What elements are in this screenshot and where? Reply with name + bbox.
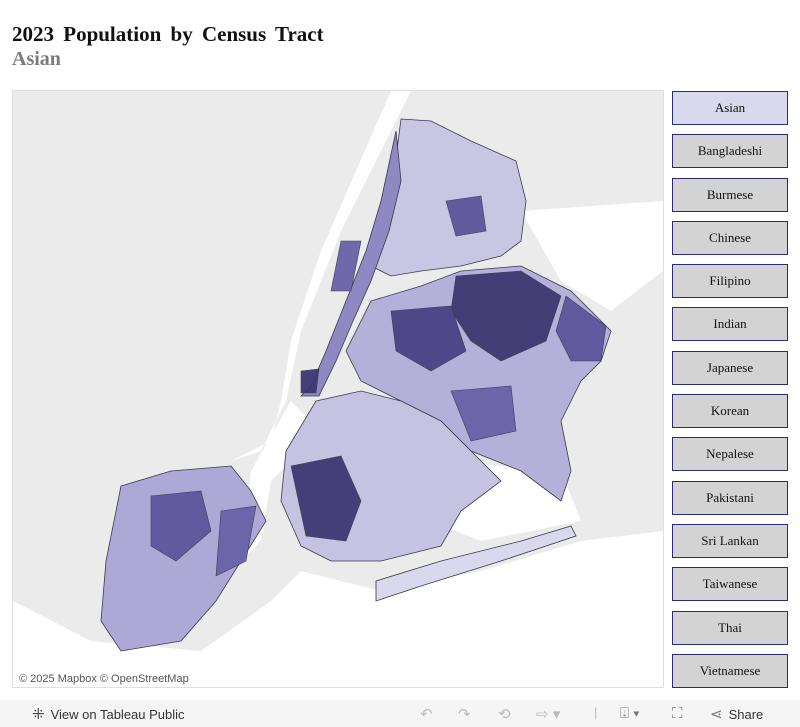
fullscreen-icon[interactable]: ⛶ bbox=[672, 705, 683, 722]
view-on-tableau-button[interactable]: ⁜ View on Tableau Public bbox=[32, 705, 185, 723]
filter-pakistani[interactable]: Pakistani bbox=[672, 480, 788, 515]
download-icon[interactable]: ⍗ ▾ bbox=[620, 705, 640, 722]
tract-cluster-chinatown[interactable] bbox=[300, 368, 320, 394]
new-jersey-land bbox=[13, 91, 421, 521]
filter-nepalese[interactable]: Nepalese bbox=[672, 437, 788, 472]
filter-japanese[interactable]: Japanese bbox=[672, 350, 788, 385]
tract-cluster-staten-east[interactable] bbox=[215, 505, 257, 577]
refresh-icon[interactable]: ⇨ ▾ bbox=[536, 706, 561, 723]
redo-icon[interactable]: ↷ bbox=[458, 706, 471, 723]
atlantic-ocean bbox=[13, 531, 663, 687]
tableau-logo-icon: ⁜ bbox=[32, 706, 45, 723]
filter-sri-lankan[interactable]: Sri Lankan bbox=[672, 523, 788, 558]
filter-burmese[interactable]: Burmese bbox=[672, 177, 788, 212]
tableau-toolbar: ⁜ View on Tableau Public ↶ ↷ ⟲ ⇨ ▾ | ⍗ ▾… bbox=[0, 700, 800, 727]
revert-icon[interactable]: ⟲ bbox=[498, 706, 511, 723]
page-subtitle: Asian bbox=[12, 48, 61, 70]
tract-cluster-harlem[interactable] bbox=[330, 240, 362, 292]
map-canvas[interactable] bbox=[13, 91, 663, 687]
tract-cluster-staten[interactable] bbox=[150, 490, 212, 562]
filter-chinese[interactable]: Chinese bbox=[672, 220, 788, 255]
view-on-tableau-label: View on Tableau Public bbox=[50, 706, 185, 722]
census-tract-map[interactable]: © 2025 Mapbox © OpenStreetMap bbox=[12, 90, 664, 688]
share-button[interactable]: ⋖ Share bbox=[710, 705, 763, 723]
borough-manhattan[interactable] bbox=[300, 130, 402, 397]
filter-asian[interactable]: Asian bbox=[672, 91, 788, 125]
ethnicity-filter-list: Asian Bangladeshi Burmese Chinese Filipi… bbox=[672, 91, 788, 697]
toolbar-divider: | bbox=[594, 705, 598, 720]
filter-indian[interactable]: Indian bbox=[672, 307, 788, 342]
tract-cluster-bayside[interactable] bbox=[555, 295, 607, 362]
tract-cluster-elmhurst[interactable] bbox=[390, 305, 467, 372]
filter-filipino[interactable]: Filipino bbox=[672, 264, 788, 299]
filter-thai[interactable]: Thai bbox=[672, 610, 788, 645]
map-attribution[interactable]: © 2025 Mapbox © OpenStreetMap bbox=[17, 673, 191, 685]
undo-icon[interactable]: ↶ bbox=[420, 706, 433, 723]
filter-bangladeshi[interactable]: Bangladeshi bbox=[672, 134, 788, 169]
filter-korean[interactable]: Korean bbox=[672, 394, 788, 429]
long-island-sound bbox=[521, 201, 663, 311]
hudson-river bbox=[231, 91, 411, 461]
rockaway-peninsula[interactable] bbox=[375, 525, 577, 602]
share-icon: ⋖ bbox=[710, 706, 723, 723]
page-title: 2023 Population by Census Tract bbox=[12, 22, 324, 46]
share-label: Share bbox=[728, 706, 764, 722]
tract-cluster-sunset-park[interactable] bbox=[290, 455, 362, 542]
tract-cluster-bronx[interactable] bbox=[445, 195, 487, 237]
tract-cluster-richmond-hill[interactable] bbox=[450, 385, 517, 442]
filter-vietnamese[interactable]: Vietnamese bbox=[672, 653, 788, 688]
filter-taiwanese[interactable]: Taiwanese bbox=[672, 567, 788, 602]
